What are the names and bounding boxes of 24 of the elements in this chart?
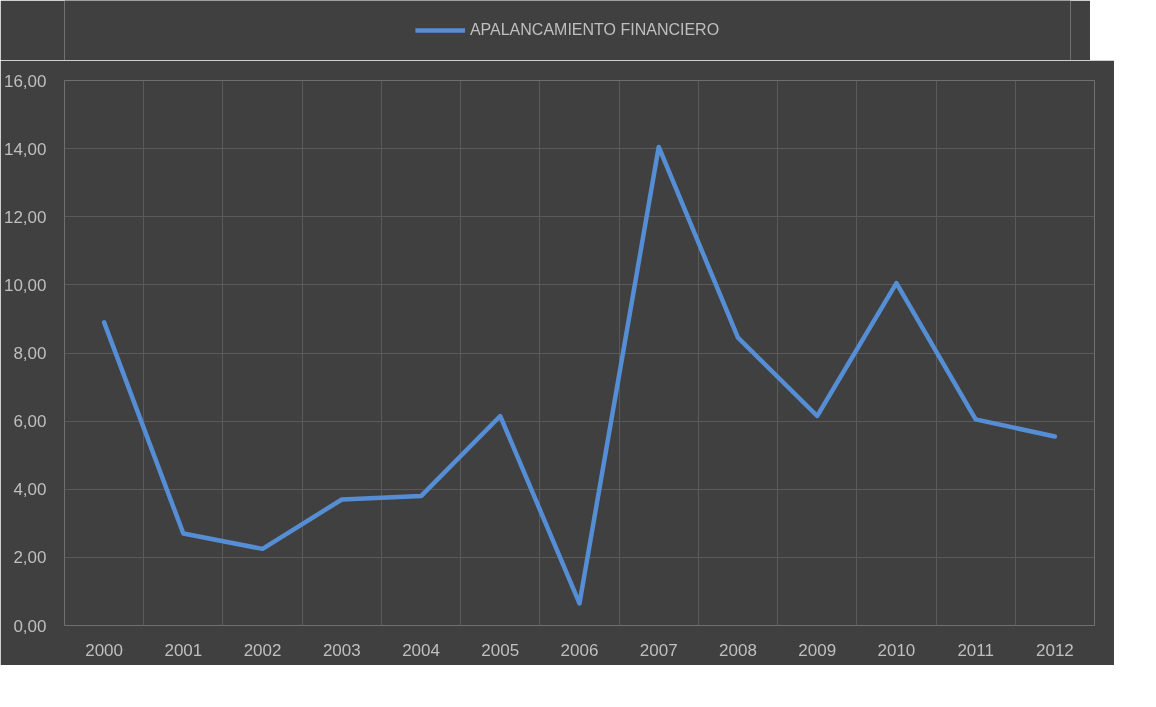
- x-tick-label: 2001: [164, 640, 203, 660]
- x-tick-label: 2010: [877, 640, 916, 660]
- x-tick-label: 2005: [481, 640, 520, 660]
- y-tick-label: 16,00: [3, 71, 47, 91]
- y-tick-label: 10,00: [3, 275, 47, 295]
- line-series: [101, 144, 1058, 606]
- y-tick-label: 0,00: [13, 616, 47, 636]
- y-tick-label: 8,00: [13, 344, 47, 363]
- x-tick-label: 2009: [798, 640, 837, 660]
- y-tick-label: 2,00: [13, 548, 47, 568]
- x-tick-label: 2006: [560, 640, 599, 660]
- x-tick-label: 2003: [322, 640, 361, 660]
- y-tick-label: 4,00: [13, 480, 47, 500]
- y-tick-label: 12,00: [3, 207, 47, 227]
- x-tick-label: 2012: [1035, 640, 1074, 660]
- y-tick-label: 6,00: [13, 412, 47, 432]
- x-tick-label: 2002: [243, 640, 282, 660]
- legend-label: APALANCAMIENTO FINANCIERO: [469, 21, 720, 39]
- x-tick-label: 2011: [957, 640, 994, 660]
- y-tick-label: 14,00: [3, 139, 47, 159]
- x-tick-label: 2007: [639, 640, 678, 660]
- x-tick-label: 2004: [402, 640, 440, 660]
- x-tick-label: 2008: [719, 640, 757, 660]
- x-tick-label: 2000: [85, 640, 124, 660]
